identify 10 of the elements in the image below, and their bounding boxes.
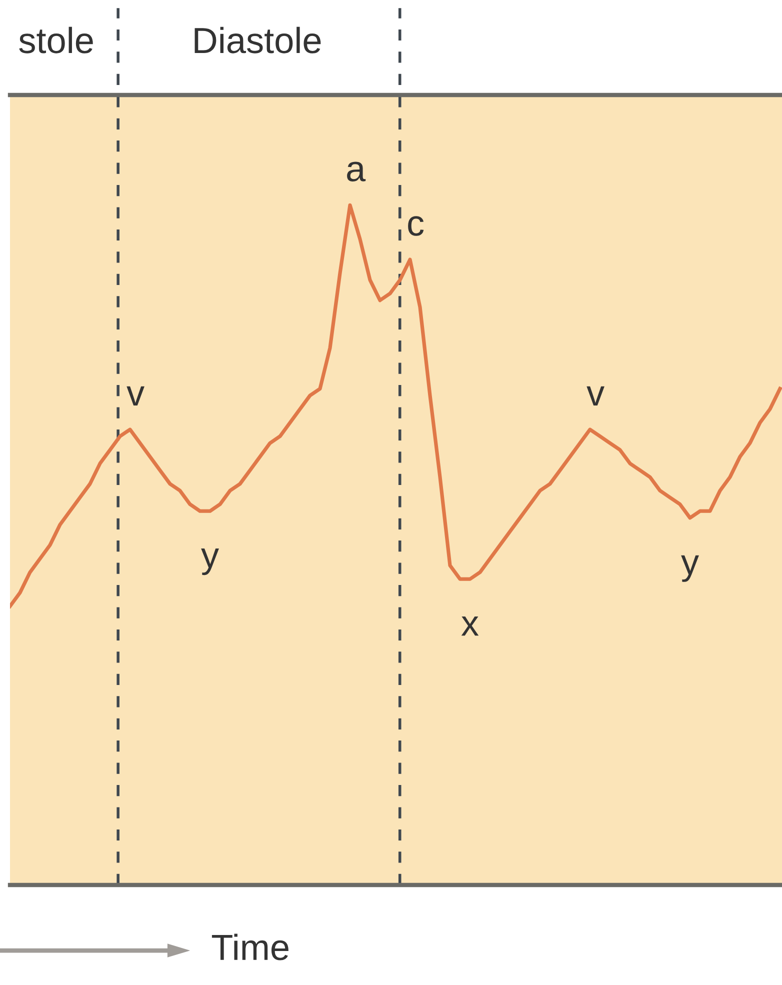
text: Diastole [194,26,321,54]
annotation: v [126,386,144,406]
annotation: y [681,555,699,582]
annotation: c [408,216,424,236]
annotation: x [461,616,479,636]
annotation: v [586,386,604,406]
annotation: a [347,162,366,182]
annotation: y [201,548,219,576]
text: Time [212,934,288,960]
text: stole [19,26,93,54]
